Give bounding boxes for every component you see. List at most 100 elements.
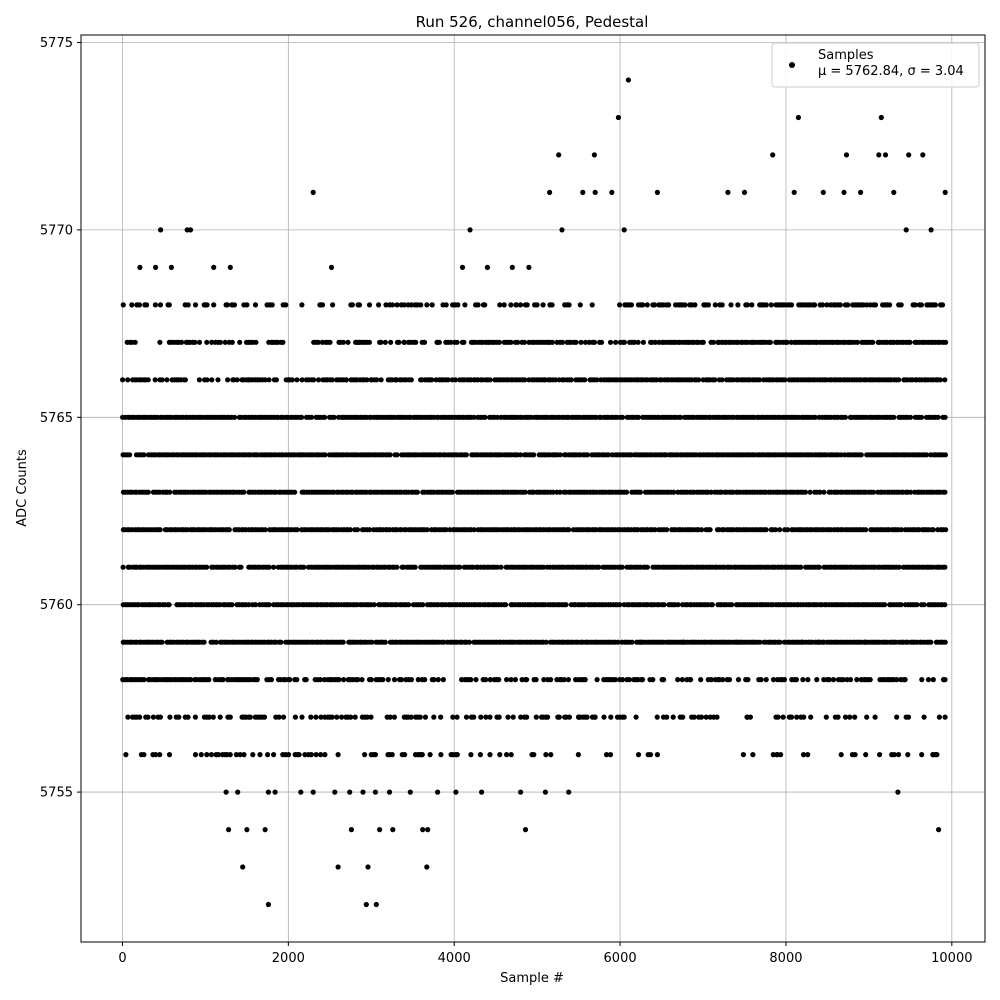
data-point — [928, 227, 934, 233]
data-point — [696, 377, 702, 383]
data-point — [800, 752, 807, 758]
data-point — [820, 189, 826, 195]
data-point — [898, 527, 904, 533]
data-points — [120, 77, 949, 908]
data-point — [615, 114, 622, 121]
data-point — [923, 452, 930, 458]
data-point — [276, 714, 282, 720]
data-point — [262, 827, 268, 833]
data-point — [445, 377, 451, 383]
data-point — [269, 339, 275, 345]
data-point — [650, 677, 656, 683]
data-point — [942, 714, 948, 720]
data-point — [475, 302, 481, 308]
data-point — [299, 302, 305, 308]
data-point — [808, 714, 814, 720]
data-point — [313, 752, 319, 758]
data-point — [166, 602, 172, 608]
data-point — [584, 714, 590, 720]
data-point — [791, 189, 797, 195]
data-point — [894, 714, 900, 720]
data-point — [165, 302, 171, 308]
data-point — [635, 339, 641, 345]
data-point — [638, 639, 644, 645]
data-point — [266, 602, 272, 608]
data-point — [508, 752, 514, 758]
data-point — [250, 752, 256, 758]
data-point — [729, 602, 735, 608]
data-point — [628, 302, 635, 308]
data-point — [934, 752, 940, 758]
data-point — [141, 452, 147, 458]
data-point — [343, 377, 349, 383]
data-point — [247, 714, 253, 720]
data-point — [497, 752, 503, 758]
data-point — [204, 377, 210, 383]
data-point — [382, 339, 388, 345]
data-point — [235, 789, 241, 795]
data-point — [192, 302, 199, 308]
data-point — [192, 339, 198, 345]
data-point — [623, 489, 630, 495]
data-point — [340, 639, 346, 645]
data-point — [872, 302, 879, 308]
data-point — [675, 602, 681, 608]
data-point — [496, 339, 502, 345]
data-point — [807, 489, 813, 495]
data-point — [142, 302, 148, 308]
data-point — [700, 339, 706, 345]
data-point — [391, 677, 398, 683]
data-point — [679, 677, 685, 683]
data-point — [388, 339, 394, 345]
data-point — [429, 302, 435, 308]
data-point — [157, 714, 163, 720]
data-point — [763, 302, 769, 308]
data-point — [127, 452, 133, 458]
data-point — [132, 339, 138, 345]
data-point — [921, 714, 927, 720]
data-point — [863, 527, 869, 533]
data-point — [644, 564, 651, 570]
data-point — [654, 714, 660, 720]
data-point — [548, 752, 554, 758]
data-point — [582, 677, 588, 683]
data-point — [557, 489, 563, 495]
data-point — [421, 339, 428, 345]
data-point — [494, 414, 501, 420]
data-point — [550, 489, 556, 495]
data-point — [847, 714, 853, 720]
data-point — [296, 752, 302, 758]
data-point — [942, 602, 948, 608]
data-point — [613, 339, 619, 345]
data-point — [310, 789, 316, 795]
data-point — [448, 339, 454, 345]
data-point — [522, 377, 528, 383]
data-point — [237, 339, 243, 345]
data-point — [268, 677, 274, 683]
data-point — [308, 752, 314, 758]
data-point — [366, 527, 373, 533]
data-point — [187, 227, 194, 233]
data-point — [531, 452, 537, 458]
data-point — [594, 377, 600, 383]
data-point — [453, 752, 459, 758]
data-point — [204, 752, 210, 758]
data-point — [942, 377, 948, 383]
data-point — [541, 564, 547, 570]
data-point — [552, 377, 559, 383]
data-point — [424, 864, 430, 870]
data-point — [241, 489, 247, 495]
data-point — [435, 339, 441, 345]
data-point — [508, 677, 514, 683]
data-point — [348, 714, 354, 720]
data-point — [770, 677, 777, 683]
data-point — [576, 714, 582, 720]
data-point — [253, 339, 259, 345]
data-point — [517, 302, 524, 308]
data-point — [882, 602, 888, 608]
data-point — [837, 302, 843, 308]
data-point — [710, 339, 717, 345]
data-point — [336, 677, 342, 683]
data-point — [159, 639, 165, 645]
data-point — [918, 414, 925, 420]
